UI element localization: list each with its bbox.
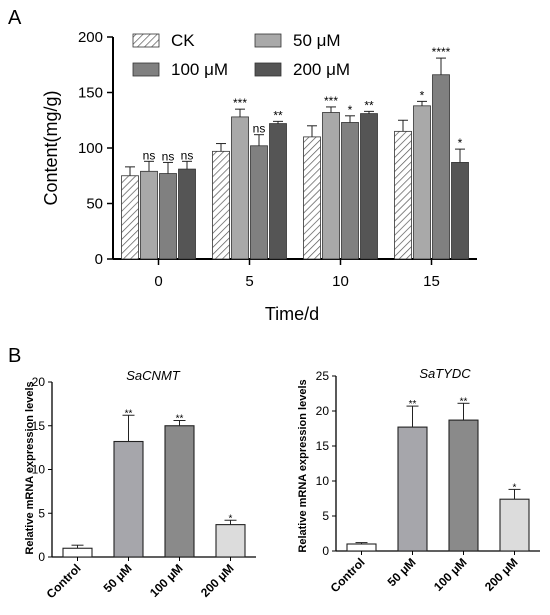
bar [269, 123, 287, 260]
panel-label-a: A [8, 7, 22, 29]
y-axis-label-b1: Relative mRNA expression levels [24, 381, 36, 554]
chart-title-sacnmt: SaCNMT [126, 368, 181, 383]
y-tick-label: 200 [78, 29, 103, 46]
x-tick-label: 200 μM [198, 561, 237, 600]
x-tick-label: 5 [245, 273, 253, 290]
y-tick-label: 15 [32, 419, 46, 433]
y-tick-label: 5 [322, 509, 329, 523]
bar [159, 173, 177, 260]
legend-swatch [132, 62, 160, 77]
significance-label: ** [460, 396, 468, 407]
significance-label: *** [324, 94, 338, 108]
bar [394, 130, 412, 260]
x-tick-label: 50 μM [101, 561, 135, 595]
bar [164, 425, 195, 558]
bar [451, 162, 469, 260]
significance-label: ns [253, 122, 266, 136]
bar [413, 105, 431, 260]
bar [448, 419, 479, 552]
bar [113, 440, 144, 558]
x-tick-label: 200 μM [482, 555, 521, 594]
bar [140, 170, 158, 260]
significance-label: ** [273, 108, 283, 122]
significance-label: * [229, 513, 233, 524]
significance-label: ns [162, 149, 175, 163]
y-tick-label: 100 [78, 140, 103, 157]
bar [121, 175, 139, 260]
x-tick-label: 0 [154, 273, 162, 290]
significance-label: ** [176, 414, 184, 425]
bar [212, 150, 230, 260]
y-tick-label: 10 [32, 463, 46, 477]
bar [250, 145, 268, 260]
x-axis-label-a: Time/d [265, 304, 319, 324]
bar [397, 426, 428, 552]
x-tick-label: Control [328, 555, 368, 595]
significance-label: ** [364, 98, 374, 112]
y-tick-label: 0 [38, 550, 45, 564]
bar [341, 122, 359, 260]
significance-label: ns [181, 148, 194, 162]
significance-label: ** [125, 408, 133, 419]
x-tick-label: 50 μM [385, 555, 419, 589]
significance-label: ** [409, 399, 417, 410]
significance-label: * [513, 482, 517, 493]
y-tick-label: 150 [78, 85, 103, 102]
legend-swatch [132, 33, 160, 48]
chart-sacnmt: 0 5 10 15 20 Control ** 50 μM ** 100 μM * 200 μM [32, 375, 256, 601]
chart-title-satydc: SaTYDC [419, 366, 471, 381]
legend-swatch [254, 62, 282, 77]
y-tick-label: 15 [316, 439, 330, 453]
panel-label-b: B [8, 345, 21, 367]
y-tick-label: 10 [316, 474, 330, 488]
chart-satydc: 0 5 10 15 20 25 Control ** 50 μM ** 100 μM * 200 μM [316, 369, 540, 595]
y-tick-label: 20 [32, 375, 46, 389]
significance-label: * [420, 88, 425, 102]
legend-label: 200 μM [293, 60, 350, 79]
legend-swatch [254, 33, 282, 48]
bar [499, 498, 530, 552]
bar [231, 116, 249, 260]
y-axis-label-b2: Relative mRNA expression levels [297, 379, 309, 552]
x-tick-label: Control [44, 561, 84, 601]
y-tick-label: 25 [316, 369, 330, 383]
y-tick-label: 50 [86, 196, 103, 213]
x-tick-label: 15 [423, 273, 440, 290]
y-tick-label: 5 [38, 506, 45, 520]
bar [432, 74, 450, 260]
bar [360, 113, 378, 260]
legend-label: 100 μM [171, 60, 228, 79]
bar [62, 547, 93, 558]
bar [346, 543, 377, 552]
y-tick-label: 20 [316, 404, 330, 418]
legend-label: CK [171, 31, 195, 50]
bar [322, 112, 340, 260]
significance-label: * [348, 103, 353, 117]
significance-label: * [458, 136, 463, 150]
significance-label: ns [143, 148, 156, 162]
y-axis-label-a: Content(mg/g) [41, 90, 61, 205]
x-tick-label: 100 μM [147, 561, 186, 600]
bar [303, 136, 321, 260]
x-tick-label: 100 μM [431, 555, 470, 594]
significance-label: **** [432, 45, 451, 59]
y-tick-label: 0 [95, 251, 103, 268]
bar [178, 168, 196, 260]
legend-label: 50 μM [293, 31, 341, 50]
y-tick-label: 0 [322, 544, 329, 558]
significance-label: *** [233, 96, 247, 110]
bar [215, 524, 246, 558]
x-tick-label: 10 [332, 273, 349, 290]
